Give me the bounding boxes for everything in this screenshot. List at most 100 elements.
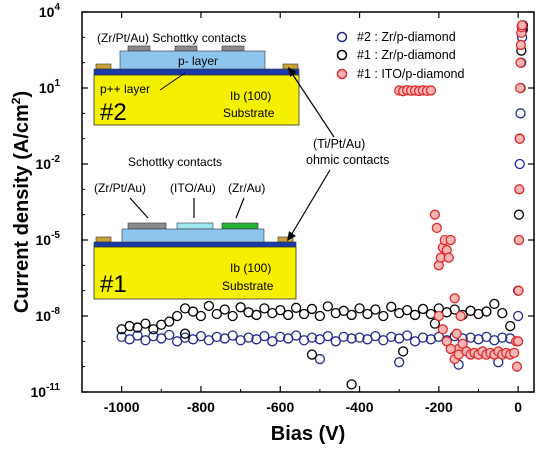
inset2-contact-3 <box>221 45 245 52</box>
inset2-number: #2 <box>100 99 127 126</box>
data-point <box>243 332 254 343</box>
ohmic-arrowhead-lower <box>287 231 296 241</box>
inset1-p-layer <box>121 228 265 244</box>
inset2-p-layer-label: p- layer <box>178 54 218 68</box>
data-point <box>515 39 527 51</box>
data-layer <box>116 20 529 390</box>
data-point <box>314 310 326 322</box>
data-point <box>433 310 444 322</box>
y-tick-label: 104 <box>39 2 61 20</box>
inset1-substrate-line2: Substrate <box>222 279 274 293</box>
y-tick-label: 10-11 <box>31 382 61 400</box>
data-point <box>290 330 302 341</box>
data-point <box>514 133 525 144</box>
data-point <box>314 353 326 365</box>
x-tick-label: -400 <box>346 399 374 415</box>
data-point <box>425 85 437 96</box>
inset-device-1: Schottky contacts (Zr/Pt/Au) (ITO/Au) (Z… <box>93 155 297 300</box>
legend: #2 : Zr/p-diamond #1 : Zr/p-diamond #1 :… <box>336 30 465 81</box>
series-3 <box>394 20 528 372</box>
x-axis-title: Bias (V) <box>271 423 345 445</box>
inset2-ohmic-right <box>282 63 299 70</box>
y-axis-title: Current density (A/cm2) <box>9 91 33 313</box>
inset1-contact-b-label: (ITO/Au) <box>170 181 216 195</box>
x-tick-label: 0 <box>514 399 522 415</box>
data-point <box>511 361 523 372</box>
data-point <box>394 357 405 368</box>
data-point <box>187 306 199 317</box>
inset1-arrow-c <box>235 197 245 219</box>
inset2-contacts-label: (Zr/Pt/Au) Schottky contacts <box>97 31 246 45</box>
data-point <box>259 303 270 314</box>
data-point <box>443 252 454 263</box>
legend-marker-series-2 <box>336 49 348 61</box>
data-point <box>409 309 421 321</box>
data-point <box>227 330 238 341</box>
legend-label-series-1: #2 : Zr/p-diamond <box>357 30 456 44</box>
data-point <box>509 347 520 359</box>
data-point <box>386 331 397 343</box>
data-point <box>275 331 286 343</box>
data-point <box>445 234 456 246</box>
data-point <box>259 331 270 342</box>
y-axis-title-main: Current density (A/cm <box>11 104 33 313</box>
data-point <box>346 333 357 344</box>
inset1-contact-c <box>221 222 259 230</box>
data-point <box>132 322 143 333</box>
ohmic-arrowhead-upper <box>288 67 297 77</box>
data-point <box>283 309 294 321</box>
data-point <box>514 158 525 170</box>
inset1-contact-a <box>127 222 167 230</box>
x-tick-label: -800 <box>187 399 215 415</box>
legend-label-series-2: #1 : Zr/p-diamond <box>357 48 456 62</box>
data-point <box>354 303 365 314</box>
data-point <box>401 330 413 341</box>
data-point <box>306 332 318 343</box>
data-point <box>140 318 151 329</box>
y-axis-title-close: ) <box>11 91 33 98</box>
y-axis-title-sup: 2 <box>9 97 23 104</box>
data-point <box>437 324 448 335</box>
data-point <box>417 332 429 343</box>
data-point <box>164 329 175 341</box>
data-point <box>132 330 143 341</box>
inset2-contact-1 <box>127 45 151 52</box>
y-tick-label: 10-5 <box>36 230 61 248</box>
data-point <box>195 331 207 342</box>
inset2-ohmic-left <box>95 63 112 70</box>
data-point <box>378 310 389 322</box>
data-point <box>465 332 476 343</box>
inset2-ppp-pointer <box>159 72 186 91</box>
data-point <box>497 332 508 343</box>
data-point <box>512 310 524 322</box>
data-point <box>298 308 310 320</box>
legend-marker-series-3 <box>336 68 348 80</box>
data-point <box>513 285 524 296</box>
data-point <box>203 300 215 312</box>
y-tick-exponent: -5 <box>51 230 60 241</box>
data-point <box>195 310 207 322</box>
data-point <box>505 320 516 332</box>
data-point <box>346 309 357 321</box>
x-tick-label: -200 <box>425 399 453 415</box>
ohmic-annotation-line1: (Ti/Pt/Au) <box>313 137 365 151</box>
inset1-ohmic-left <box>95 236 112 243</box>
plot-area <box>81 11 535 393</box>
inset1-ppp-layer <box>93 241 297 248</box>
data-point <box>431 222 443 234</box>
data-point <box>140 335 151 346</box>
y-tick-exponent: -2 <box>51 154 60 165</box>
data-point <box>251 309 262 321</box>
data-point <box>516 20 528 31</box>
data-point <box>219 304 230 315</box>
data-point <box>124 320 135 332</box>
y-tick-exponent: -11 <box>46 382 60 393</box>
data-point <box>429 209 441 220</box>
ohmic-annotation-line2: ohmic contacts <box>306 153 389 167</box>
data-point <box>346 379 357 390</box>
data-point <box>449 293 460 304</box>
inset1-substrate-line1: Ib (100) <box>230 261 271 275</box>
y-tick-label: 101 <box>39 78 61 96</box>
data-point <box>330 336 341 347</box>
inset1-substrate <box>93 246 297 300</box>
